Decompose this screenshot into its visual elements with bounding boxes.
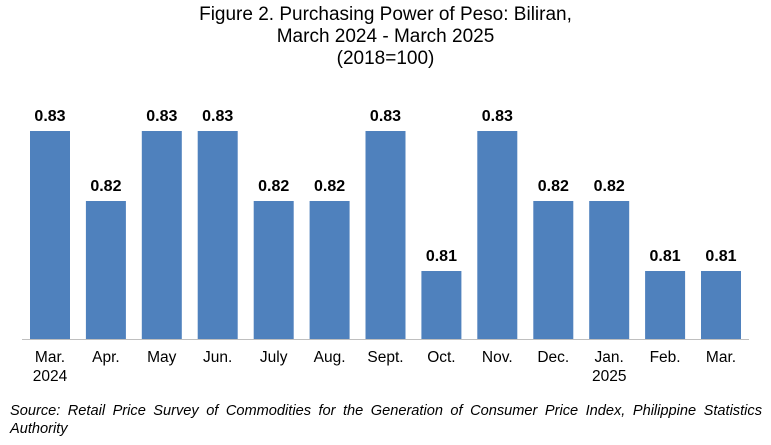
data-label-11: 0.81 [650, 248, 681, 265]
x-tick-label-12: Mar. [706, 349, 736, 366]
data-label-1: 0.82 [90, 178, 121, 195]
x-tick-label-10: Jan. [595, 349, 624, 366]
x-tick-label-10-year: 2025 [592, 368, 626, 385]
bar-2 [141, 131, 182, 339]
bar-1 [85, 201, 126, 339]
bar-11 [645, 271, 686, 339]
chart-title-line-1: Figure 2. Purchasing Power of Peso: Bili… [199, 4, 572, 25]
bar-10 [589, 201, 630, 339]
bar-5 [309, 201, 350, 339]
data-label-8: 0.83 [482, 108, 513, 125]
data-label-12: 0.81 [705, 248, 736, 265]
x-tick-label-5: Aug. [314, 349, 346, 366]
x-tick-label-7: Oct. [427, 349, 455, 366]
data-label-3: 0.83 [202, 108, 233, 125]
data-label-5: 0.82 [314, 178, 345, 195]
x-tick-label-2: May [147, 349, 177, 366]
x-tick-label-11: Feb. [650, 349, 681, 366]
chart-title-line-3: (2018=100) [336, 48, 435, 69]
x-tick-label-0-year: 2024 [33, 368, 68, 385]
x-tick-label-0: Mar. [35, 349, 65, 366]
bar-6 [365, 131, 406, 339]
x-tick-label-3: Jun. [203, 349, 232, 366]
x-tick-label-1: Apr. [92, 349, 120, 366]
data-label-6: 0.83 [370, 108, 401, 125]
x-tick-label-6: Sept. [367, 349, 403, 366]
bar-3 [197, 131, 238, 339]
bar-chart: 0.83 Mar. 2024 0.82 Apr. 0.83 May 0.83 Jun. 0.82 J… [22, 108, 749, 385]
data-label-9: 0.82 [538, 178, 569, 195]
source-note: Source: Retail Price Survey of Commoditi… [10, 403, 762, 437]
bar-12 [701, 271, 741, 339]
bar-7 [421, 271, 462, 339]
bar-8 [477, 131, 518, 339]
x-tick-label-8: Nov. [482, 349, 513, 366]
chart-title-line-2: March 2024 - March 2025 [276, 26, 495, 47]
data-label-4: 0.82 [258, 178, 289, 195]
data-label-2: 0.83 [146, 108, 177, 125]
data-label-10: 0.82 [594, 178, 625, 195]
x-tick-label-9: Dec. [537, 349, 569, 366]
x-tick-label-4: July [260, 349, 288, 366]
data-label-7: 0.81 [426, 248, 457, 265]
bar-9 [533, 201, 574, 339]
bar-4 [253, 201, 294, 339]
data-label-0: 0.83 [34, 108, 65, 125]
bar-0 [30, 131, 70, 339]
